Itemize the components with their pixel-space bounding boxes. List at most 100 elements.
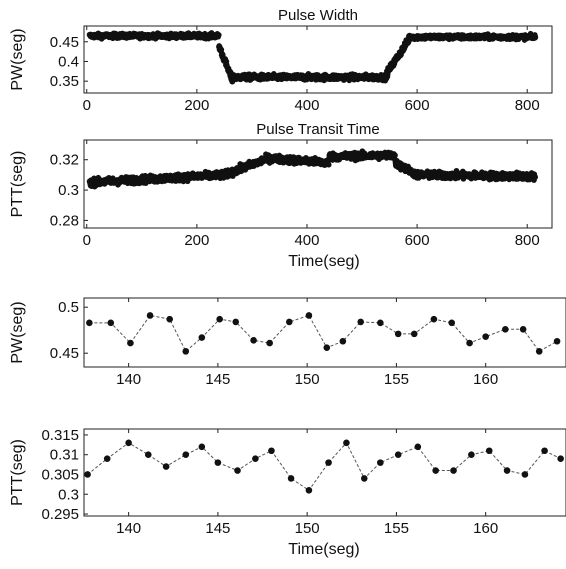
data-layer: [84, 439, 564, 494]
x-tick-label: 140: [116, 371, 141, 388]
data-point: [541, 447, 548, 455]
x-tick-label: 150: [295, 371, 320, 388]
data-point: [502, 325, 509, 333]
x-tick-label: 200: [184, 97, 209, 114]
data-point: [250, 337, 257, 344]
y-tick-label: 0.32: [50, 152, 79, 169]
x-tick-label: 800: [515, 97, 540, 114]
data-point: [392, 152, 398, 159]
chart-panel-2: Pulse Transit Time 0 200 400 600 800 0.28 0.3 0.…: [9, 121, 553, 270]
x-tick-label: 0: [83, 97, 91, 114]
x-tick-label: 155: [384, 371, 409, 388]
data-layer: [86, 312, 561, 355]
x-tick-label: 160: [473, 371, 498, 388]
data-point: [357, 318, 365, 326]
data-point: [394, 330, 402, 338]
data-layer: [86, 30, 539, 85]
chart-panel-1: Pulse Width 0 200 400 600 800 0.35 0.4 0.45 PW(se…: [9, 7, 553, 114]
data-point: [86, 319, 93, 327]
data-point: [127, 339, 134, 347]
data-point: [414, 443, 422, 451]
y-axis-label: PW(seg): [9, 28, 26, 90]
y-tick-label: 0.5: [58, 299, 79, 316]
data-point: [377, 319, 384, 327]
x-axis-label: Time(seg): [288, 253, 359, 270]
data-point: [532, 34, 539, 40]
data-point: [285, 318, 293, 326]
data-point: [234, 467, 241, 474]
data-point: [198, 334, 206, 341]
x-tick-label: 145: [205, 520, 230, 537]
data-point: [232, 318, 240, 326]
x-tick-label: 400: [294, 232, 319, 249]
y-tick-label: 0.35: [50, 73, 79, 90]
data-point: [377, 459, 384, 466]
data-point: [532, 174, 539, 180]
data-point: [430, 315, 438, 323]
data-point: [305, 312, 313, 319]
data-point: [216, 32, 222, 38]
plot-frame: [83, 139, 553, 229]
chart-panel-4: 140 145 150 155 160 0.295 0.3 0.305 0.31 0.315 PTT…: [9, 427, 566, 558]
data-point: [482, 333, 489, 340]
data-point: [198, 443, 206, 451]
data-point: [107, 319, 115, 327]
data-point: [468, 451, 475, 459]
data-point: [125, 439, 132, 447]
x-tick-label: 140: [116, 520, 141, 537]
chart-panel-3: 140 145 150 155 160 0.45 0.5 PW(seg): [9, 297, 566, 388]
x-tick-label: 155: [384, 520, 409, 537]
series-line: [87, 441, 561, 491]
data-point: [519, 325, 527, 333]
y-tick-label: 0.305: [41, 466, 79, 483]
y-tick-label: 0.28: [50, 212, 79, 229]
data-point: [325, 161, 332, 168]
data-point: [305, 486, 313, 494]
x-tick-label: 160: [473, 520, 498, 537]
data-point: [535, 348, 543, 355]
y-tick-label: 0.315: [41, 427, 79, 444]
x-axis-label: Time(seg): [288, 541, 359, 558]
data-point: [339, 337, 347, 345]
data-point: [410, 330, 418, 338]
data-point: [166, 315, 173, 323]
x-tick-label: 600: [405, 232, 430, 249]
series-line: [89, 314, 558, 353]
data-point: [553, 337, 561, 345]
x-tick-label: 400: [294, 97, 319, 114]
data-point: [521, 471, 529, 478]
y-tick-label: 0.31: [50, 447, 79, 464]
plot-frame: [83, 428, 566, 517]
chart-title: Pulse Transit Time: [256, 121, 379, 138]
data-point: [325, 459, 332, 466]
y-tick-label: 0.45: [50, 345, 79, 362]
chart-title: Pulse Width: [278, 7, 358, 24]
data-point: [84, 471, 91, 478]
plot-frame: [83, 297, 566, 368]
y-tick-label: 0.45: [50, 34, 79, 51]
data-point: [557, 455, 564, 462]
plot-frame: [83, 25, 553, 94]
data-point: [216, 315, 223, 323]
y-tick-label: 0.3: [58, 486, 79, 503]
y-axis-label: PW(seg): [9, 301, 26, 363]
data-point: [144, 451, 152, 459]
data-point: [287, 475, 295, 482]
data-point: [103, 455, 111, 462]
data-point: [450, 467, 457, 474]
data-point: [343, 439, 350, 447]
x-tick-label: 600: [405, 97, 430, 114]
data-point: [323, 344, 331, 351]
data-layer: [86, 148, 539, 190]
data-point: [448, 319, 456, 327]
data-point: [146, 312, 154, 319]
y-tick-label: 0.4: [58, 53, 79, 70]
x-tick-label: 800: [515, 232, 540, 249]
data-point: [394, 451, 402, 459]
data-point: [466, 339, 473, 347]
data-point: [252, 455, 259, 462]
y-axis-label: PTT(seg): [9, 151, 26, 218]
data-point: [360, 475, 368, 482]
data-point: [162, 463, 170, 470]
